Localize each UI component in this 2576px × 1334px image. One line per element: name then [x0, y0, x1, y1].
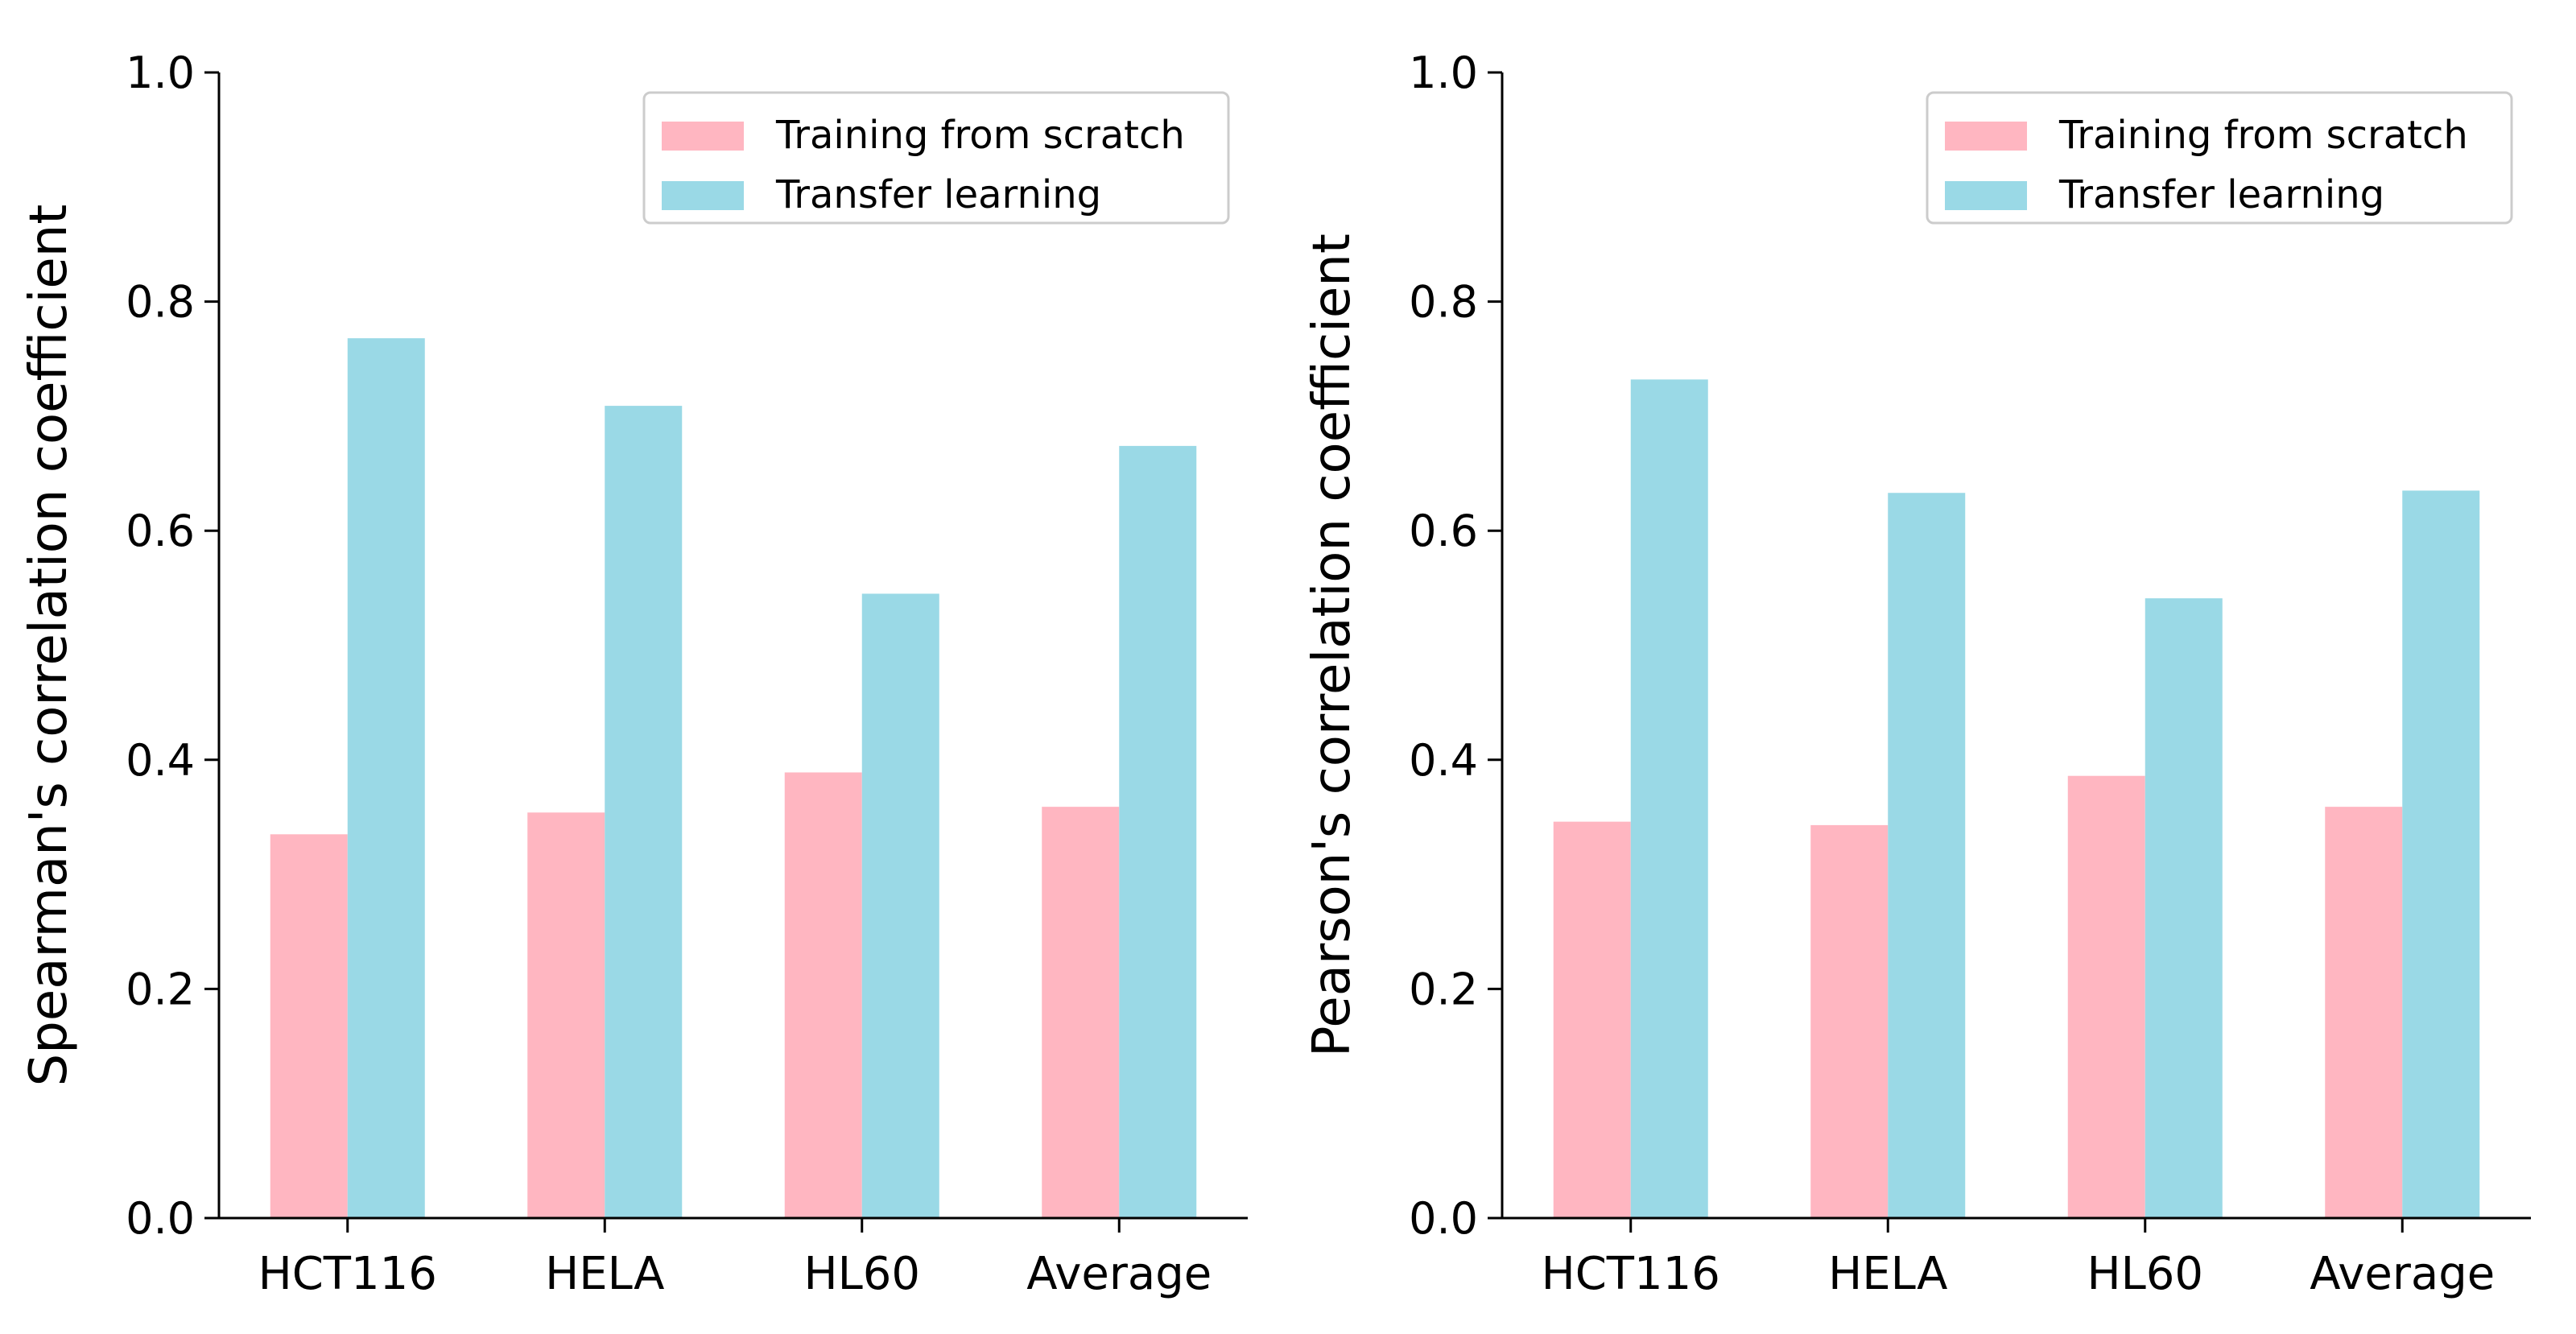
y-tick-label: 0.8	[1409, 277, 1478, 328]
y-tick-label: 1.0	[1409, 47, 1478, 98]
chart-panel-2: 0.0 0.2 0.4 0.6 0.8 1.0 HCT116 HELA HL60 Average P…	[1302, 47, 2531, 1300]
x-tick-label: HCT116	[258, 1248, 437, 1300]
y-tick-label: 0.2	[1409, 964, 1478, 1014]
legend: Training from scratch Transfer learning	[1926, 91, 2513, 225]
legend-label: Transfer learning	[775, 172, 1101, 217]
y-tick-label: 0.0	[126, 1193, 195, 1244]
bar-scratch-hela	[527, 812, 605, 1218]
bar-transfer-hela	[1888, 493, 1966, 1218]
y-tick-label: 0.4	[126, 735, 195, 786]
legend-label: Training from scratch	[775, 113, 1185, 158]
x-tick-label: HL60	[2087, 1248, 2203, 1300]
chart-panel-1: 0.0 0.2 0.4 0.6 0.8 1.0 HCT116 HELA HL60 Average S…	[19, 47, 1248, 1300]
bar-transfer-hct116	[347, 338, 425, 1218]
y-tick-label: 0.0	[1409, 1193, 1478, 1244]
bar-scratch-hct116	[270, 834, 348, 1218]
bar-scratch-hela	[1810, 824, 1889, 1218]
legend-swatch-transfer	[1945, 181, 2027, 210]
bar-transfer-average	[2402, 490, 2480, 1218]
bar-transfer-hl60	[861, 593, 939, 1218]
bar-scratch-average	[1042, 807, 1120, 1218]
x-tick-label: HELA	[1828, 1248, 1947, 1300]
bar-scratch-hl60	[784, 772, 862, 1218]
legend: Training from scratch Transfer learning	[642, 91, 1230, 225]
x-tick-label: Average	[1026, 1248, 1212, 1300]
x-tick-label: HCT116	[1542, 1248, 1720, 1300]
y-axis-label: Spearman's correlation coefficient	[19, 204, 79, 1087]
y-tick-label: 0.2	[126, 964, 195, 1014]
bar-scratch-hl60	[2067, 775, 2145, 1218]
y-tick-label: 0.4	[1409, 735, 1478, 786]
bar-transfer-average	[1119, 445, 1197, 1218]
legend-box	[642, 91, 1230, 225]
y-axis-label: Pearson's correlation coefficient	[1302, 233, 1362, 1057]
bar-scratch-average	[2325, 807, 2403, 1218]
bar-transfer-hct116	[1630, 379, 1708, 1218]
legend-label: Transfer learning	[2058, 172, 2384, 217]
y-tick-label: 1.0	[126, 47, 195, 98]
bar-transfer-hela	[605, 406, 683, 1218]
legend-box	[1926, 91, 2513, 225]
y-tick-label: 0.6	[1409, 506, 1478, 556]
bar-scratch-hct116	[1553, 821, 1631, 1218]
legend-swatch-transfer	[662, 181, 744, 210]
x-tick-label: Average	[2310, 1248, 2495, 1300]
legend-label: Training from scratch	[2058, 113, 2468, 158]
y-tick-label: 0.8	[126, 277, 195, 328]
bar-transfer-hl60	[2145, 598, 2223, 1218]
legend-swatch-scratch	[1945, 122, 2027, 151]
y-tick-label: 0.6	[126, 506, 195, 556]
legend-swatch-scratch	[662, 122, 744, 151]
x-tick-label: HL60	[803, 1248, 920, 1300]
x-tick-label: HELA	[545, 1248, 664, 1300]
